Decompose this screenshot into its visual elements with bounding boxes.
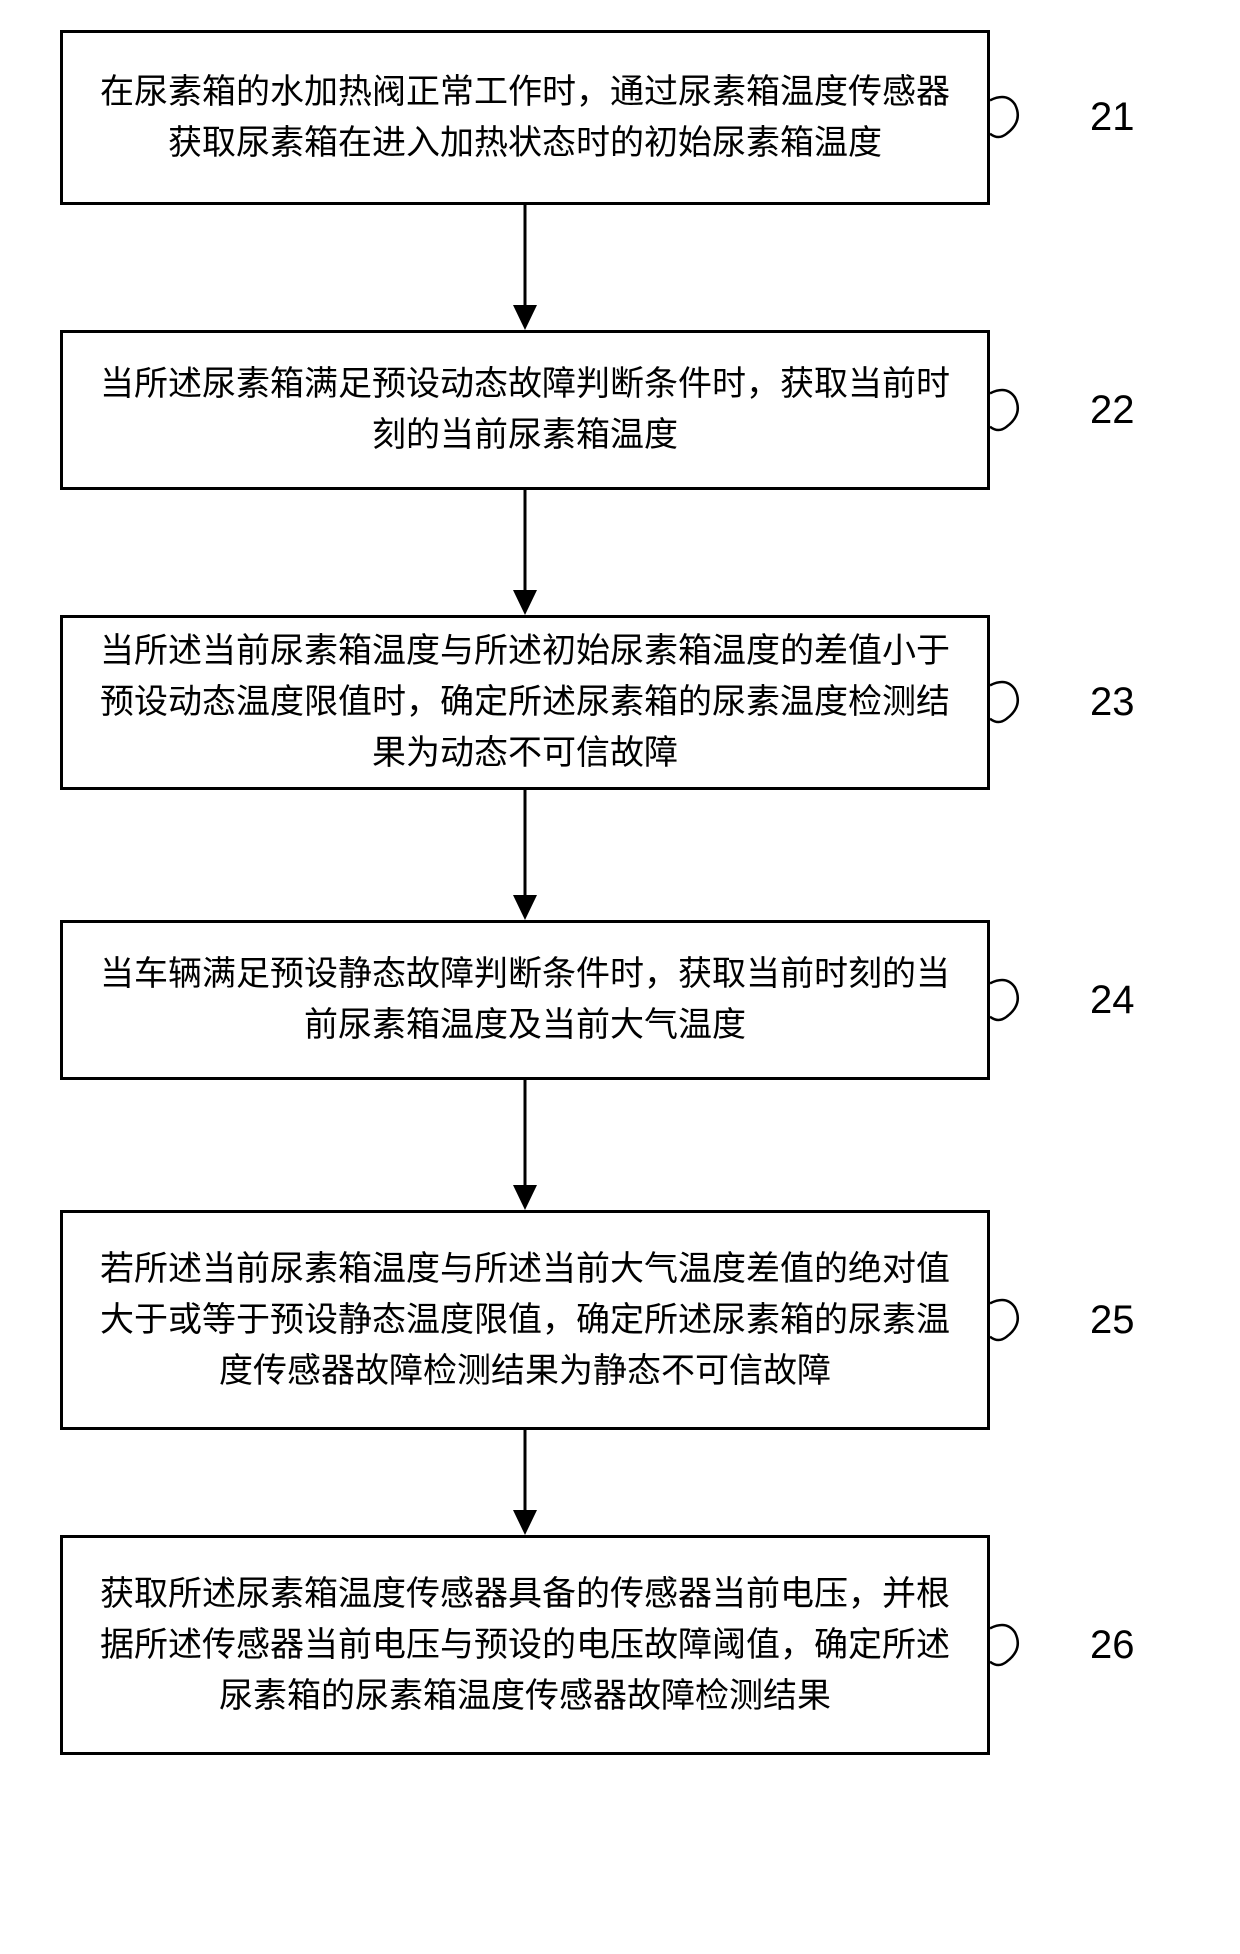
step-text-26: 获取所述尿素箱温度传感器具备的传感器当前电压，并根据所述传感器当前电压与预设的电… [93,1569,957,1722]
step-text-21: 在尿素箱的水加热阀正常工作时，通过尿素箱温度传感器获取尿素箱在进入加热状态时的初… [93,67,957,169]
step-container-23: 当所述当前尿素箱温度与所述初始尿素箱温度的差值小于预设动态温度限值时，确定所述尿… [60,615,1180,790]
step-box-21: 在尿素箱的水加热阀正常工作时，通过尿素箱温度传感器获取尿素箱在进入加热状态时的初… [60,30,990,205]
step-box-25: 若所述当前尿素箱温度与所述当前大气温度差值的绝对值大于或等于预设静态温度限值，确… [60,1210,990,1430]
step-box-26: 获取所述尿素箱温度传感器具备的传感器当前电压，并根据所述传感器当前电压与预设的电… [60,1535,990,1755]
step-text-25: 若所述当前尿素箱温度与所述当前大气温度差值的绝对值大于或等于预设静态温度限值，确… [93,1244,957,1397]
arrow-2 [60,490,990,615]
brace-21 [990,87,1040,147]
step-container-25: 若所述当前尿素箱温度与所述当前大气温度差值的绝对值大于或等于预设静态温度限值，确… [60,1210,1180,1430]
brace-22 [990,380,1040,440]
step-label-21: 21 [1090,95,1135,140]
step-label-22: 22 [1090,388,1135,433]
step-container-21: 在尿素箱的水加热阀正常工作时，通过尿素箱温度传感器获取尿素箱在进入加热状态时的初… [60,30,1180,205]
brace-25 [990,1290,1040,1350]
brace-26 [990,1615,1040,1675]
step-text-23: 当所述当前尿素箱温度与所述初始尿素箱温度的差值小于预设动态温度限值时，确定所述尿… [93,626,957,779]
step-text-22: 当所述尿素箱满足预设动态故障判断条件时，获取当前时刻的当前尿素箱温度 [93,359,957,461]
arrow-4 [60,1080,990,1210]
step-container-26: 获取所述尿素箱温度传感器具备的传感器当前电压，并根据所述传感器当前电压与预设的电… [60,1535,1180,1755]
brace-23 [990,672,1040,732]
arrow-1 [60,205,990,330]
step-container-24: 当车辆满足预设静态故障判断条件时，获取当前时刻的当前尿素箱温度及当前大气温度 2… [60,920,1180,1080]
step-container-22: 当所述尿素箱满足预设动态故障判断条件时，获取当前时刻的当前尿素箱温度 22 [60,330,1180,490]
flowchart-container: 在尿素箱的水加热阀正常工作时，通过尿素箱温度传感器获取尿素箱在进入加热状态时的初… [60,30,1180,1755]
arrow-3 [60,790,990,920]
step-box-23: 当所述当前尿素箱温度与所述初始尿素箱温度的差值小于预设动态温度限值时，确定所述尿… [60,615,990,790]
step-label-26: 26 [1090,1623,1135,1668]
brace-24 [990,970,1040,1030]
step-box-24: 当车辆满足预设静态故障判断条件时，获取当前时刻的当前尿素箱温度及当前大气温度 [60,920,990,1080]
step-label-25: 25 [1090,1298,1135,1343]
step-label-24: 24 [1090,978,1135,1023]
step-text-24: 当车辆满足预设静态故障判断条件时，获取当前时刻的当前尿素箱温度及当前大气温度 [93,949,957,1051]
arrow-5 [60,1430,990,1535]
step-box-22: 当所述尿素箱满足预设动态故障判断条件时，获取当前时刻的当前尿素箱温度 [60,330,990,490]
step-label-23: 23 [1090,680,1135,725]
